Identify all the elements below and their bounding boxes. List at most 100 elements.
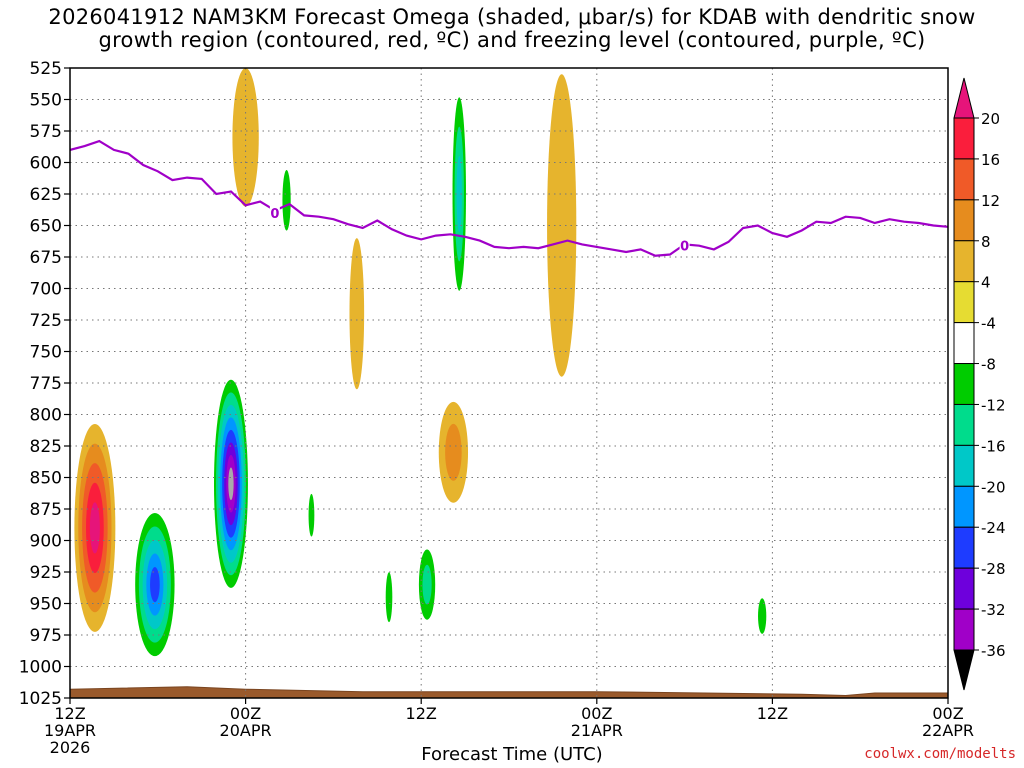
omega-level-shape <box>232 68 259 207</box>
omega-feature <box>131 499 179 670</box>
freezing-level-label: 0 <box>680 240 689 255</box>
colorbar-box <box>953 322 975 365</box>
omega-feature <box>74 423 116 632</box>
omega-feature <box>211 367 250 601</box>
y-tick-label: 950 <box>30 595 62 615</box>
x-tick-label: 2026 <box>50 738 91 757</box>
omega-level-shape <box>456 155 462 233</box>
omega-level-shape <box>91 71 107 154</box>
colorbar-label: -8 <box>981 356 996 374</box>
colorbar-label: -24 <box>981 519 1006 537</box>
omega-feature <box>91 71 107 154</box>
y-axis-ticks: 525 550 575 600 625 650 675 700 725 750 775 800 825 8… <box>19 59 70 709</box>
y-tick-label: 925 <box>30 563 62 583</box>
colorbar-label: -12 <box>981 396 1006 414</box>
y-tick-label: 725 <box>30 311 62 331</box>
colorbar-box <box>953 403 975 446</box>
colorbar-label: 4 <box>981 274 991 292</box>
omega-level-shape <box>150 567 160 603</box>
colorbar-box <box>953 199 975 242</box>
freezing-label-bg <box>269 204 280 220</box>
colorbar-top-arrow <box>953 77 975 119</box>
y-tick-label: 525 <box>30 59 62 79</box>
freezing-level-label: 0 <box>270 207 279 222</box>
colorbar-box <box>953 117 975 160</box>
grid-lines <box>70 68 948 698</box>
omega-feature <box>279 146 294 254</box>
x-tick-label: 12Z <box>757 704 788 723</box>
omega-level-shape <box>445 423 462 481</box>
y-tick-label: 625 <box>30 185 62 205</box>
y-tick-label: 875 <box>30 500 62 520</box>
colorbar-box <box>953 567 975 610</box>
colorbar-label: -28 <box>981 560 1006 578</box>
omega-level-shape <box>385 572 393 623</box>
y-tick-label: 1000 <box>19 658 62 678</box>
colorbar-label: 20 <box>981 110 1000 128</box>
colorbar-box <box>953 363 975 405</box>
y-tick-label: 975 <box>30 626 62 646</box>
colorbar: 20 16 12 8 4 -4 -8 -12 -16 -20 -24 -28 -32 -36 <box>953 77 1006 691</box>
surface-terrain <box>70 686 948 698</box>
x-tick-label: 22APR <box>922 721 974 740</box>
omega-level-shape <box>308 493 315 537</box>
y-tick-label: 775 <box>30 374 62 394</box>
x-tick-label: 12Z <box>406 704 437 723</box>
omega-level-shape <box>228 467 234 501</box>
omega-feature <box>349 238 365 390</box>
colorbar-box <box>953 526 975 569</box>
colorbar-label: -36 <box>981 642 1006 660</box>
omega-feature <box>306 477 317 554</box>
colorbar-label: -4 <box>981 315 996 333</box>
colorbar-label: 8 <box>981 233 991 251</box>
colorbar-box <box>953 158 975 201</box>
omega-level-shape <box>282 170 291 231</box>
chart-title: 2026041912 NAM3KM Forecast Omega (shaded… <box>0 6 1024 52</box>
freezing-level-line <box>70 139 948 257</box>
x-tick-label: 00Z <box>230 704 261 723</box>
omega-feature <box>547 74 577 377</box>
colorbar-box <box>953 444 975 487</box>
colorbar-label: 16 <box>981 151 1000 169</box>
surface-ground <box>70 686 948 698</box>
x-tick-label: 21APR <box>571 721 623 740</box>
colorbar-label: -32 <box>981 601 1006 619</box>
source-credit[interactable]: coolwx.com/modelts <box>864 746 1016 762</box>
y-tick-label: 800 <box>30 406 62 426</box>
y-tick-label: 900 <box>30 532 62 552</box>
omega-feature <box>438 401 469 503</box>
y-tick-label: 825 <box>30 437 62 457</box>
colorbar-label: -20 <box>981 478 1006 496</box>
colorbar-box <box>953 485 975 528</box>
y-tick-label: 850 <box>30 469 62 489</box>
freezing-label-bg <box>679 237 690 253</box>
colorbar-box <box>953 608 975 651</box>
omega-feature <box>415 534 439 635</box>
omega-level-shape <box>547 74 577 377</box>
omega-shading <box>74 68 770 670</box>
plot-frame <box>69 67 949 699</box>
y-tick-label: 600 <box>30 154 62 174</box>
y-tick-label: 675 <box>30 248 62 268</box>
colorbar-box <box>953 240 975 283</box>
colorbar-label: 12 <box>981 192 1000 210</box>
omega-level-shape <box>758 598 767 634</box>
title-line-1: 2026041912 NAM3KM Forecast Omega (shaded… <box>48 5 976 29</box>
colorbar-bottom-arrow <box>953 649 975 691</box>
colorbar-box <box>953 281 975 324</box>
y-tick-label: 750 <box>30 343 62 363</box>
x-tick-label: 20APR <box>220 721 272 740</box>
omega-feature <box>754 584 770 648</box>
x-axis-label: Forecast Time (UTC) <box>421 744 603 765</box>
y-tick-label: 1025 <box>19 689 62 709</box>
omega-feature <box>383 553 395 642</box>
x-tick-label: 00Z <box>581 704 612 723</box>
x-tick-label: 19APR <box>44 721 96 740</box>
y-tick-label: 700 <box>30 280 62 300</box>
y-tick-label: 650 <box>30 217 62 237</box>
y-tick-label: 550 <box>30 91 62 111</box>
omega-feature <box>450 68 469 320</box>
omega-level-shape <box>89 502 100 554</box>
